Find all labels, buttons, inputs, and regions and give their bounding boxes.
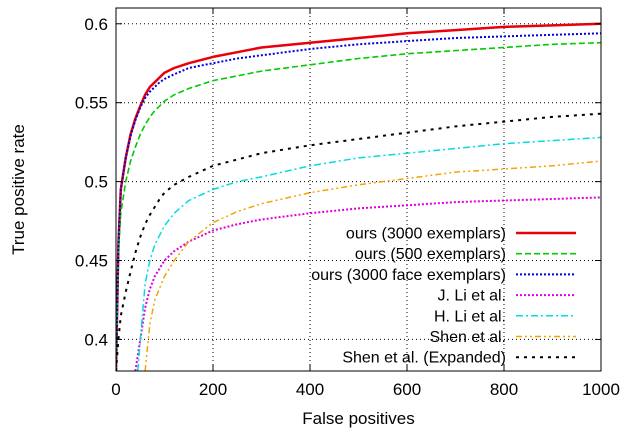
series-line-6 [144,160,601,371]
series-line-4 [134,196,601,371]
y-tick-label: 0.45 [75,252,108,271]
series-line-5 [137,136,601,371]
legend-label-7: Shen et al. (Expanded) [342,350,506,367]
x-tick-label: 0 [111,380,120,399]
plot-frame [115,7,602,372]
axis-ticks: 0 200 400 600 800 1000 0.4 0.45 0.5 0.55 0.6 [75,8,620,399]
series-line-3 [116,32,601,371]
legend-label-3: ours (3000 face exemplars) [311,267,506,284]
y-tick-label: 0.4 [84,330,108,349]
x-tick-label: 400 [296,380,324,399]
y-tick-label: 0.6 [84,15,108,34]
legend-label-5: H. Li et al. [434,308,506,325]
series-line-7 [116,112,601,371]
legend-label-1: ours (3000 exemplars) [346,226,506,243]
series-lines [116,22,601,371]
x-tick-label: 200 [199,380,227,399]
legend-label-2: ours (500 exemplars) [355,246,506,263]
x-tick-label: 1000 [582,380,620,399]
legend-label-6: Shen et al. [430,329,507,346]
x-tick-label: 600 [393,380,421,399]
series-line-1 [116,22,601,371]
series-line-2 [116,41,601,371]
y-axis-label: True positive rate [9,124,28,255]
legend: ours (3000 exemplars) ours (500 exemplars… [311,226,576,367]
x-axis-label: False positives [302,409,414,428]
x-tick-label: 800 [490,380,518,399]
y-tick-label: 0.5 [84,173,108,192]
grid [116,8,601,371]
legend-label-4: J. Li et al. [438,288,506,305]
y-tick-label: 0.55 [75,94,108,113]
